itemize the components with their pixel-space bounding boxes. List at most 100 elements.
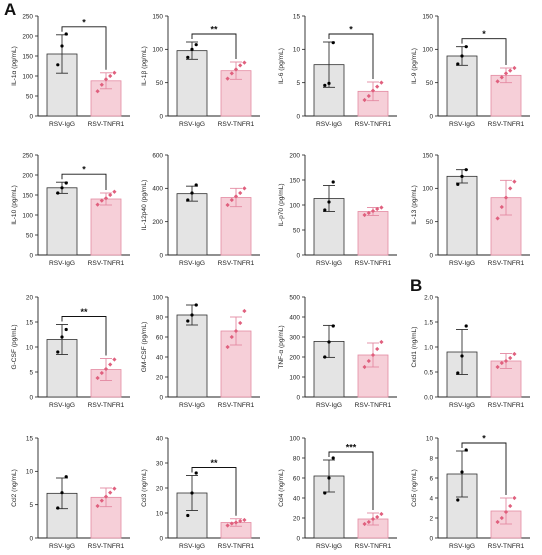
point-rsv-igg: [323, 491, 327, 495]
x-tick-label: RSV-TNFR1: [218, 121, 255, 128]
y-axis-label: Ccl3 (ng/mL): [141, 469, 148, 507]
y-tick-label: 200: [22, 33, 33, 40]
point-rsv-igg: [460, 470, 464, 474]
point-rsv-tnfr1: [233, 520, 239, 525]
bar-rsv-igg: [446, 175, 478, 256]
point-rsv-igg: [323, 208, 327, 212]
y-tick-label: 10: [426, 435, 434, 442]
chart-9: 0 5 10 15 20 G-CSF (pg/mL) RSV-IgG RSV-TNFR1 **: [11, 294, 130, 409]
point-rsv-igg: [186, 55, 190, 59]
chart-7: 0 50 100 150 200 IL-p70 (pg/mL) RSV-IgG RSV-TNF…: [278, 152, 397, 267]
y-tick-label: 30: [156, 460, 164, 467]
chart-13: 0 5 10 15 Ccl2 (ng/mL) RSV-IgG RSV-TNFR1: [11, 435, 130, 550]
point-rsv-igg: [64, 475, 68, 479]
point-rsv-igg: [464, 45, 468, 49]
y-tick-label: 400: [289, 314, 300, 321]
point-rsv-igg: [56, 350, 60, 354]
point-rsv-tnfr1: [242, 308, 247, 314]
point-rsv-tnfr1: [508, 355, 513, 361]
significance-marker: **: [210, 25, 218, 35]
point-rsv-igg: [323, 83, 327, 87]
x-tick-label: RSV-TNFR1: [355, 402, 392, 409]
point-rsv-tnfr1: [503, 71, 509, 76]
y-tick-label: 20: [26, 294, 34, 301]
x-tick-label: RSV-IgG: [316, 543, 342, 550]
y-tick-label: 0: [429, 535, 433, 542]
y-axis-label: IL-1α (pg/mL): [11, 46, 18, 86]
chart-12: 0.0 0.5 1.0 1.5 2.0 Cxcl1 (ng/mL) RSV-IgG RSV-T…: [411, 294, 530, 409]
y-tick-label: 50: [426, 219, 434, 226]
point-rsv-tnfr1: [233, 328, 239, 334]
point-rsv-igg: [460, 354, 464, 358]
y-tick-label: 100: [422, 47, 433, 54]
significance-bracket: [61, 173, 107, 190]
y-tick-label: 0: [29, 535, 33, 542]
y-tick-label: 50: [156, 80, 164, 87]
x-tick-label: RSV-IgG: [316, 121, 342, 128]
y-tick-label: 200: [289, 152, 300, 159]
x-tick-label: RSV-IgG: [316, 260, 342, 267]
chart-11: 0 100 200 300 400 500 TNF-α (pg/mL) RSV-IgG RSV-…: [278, 294, 397, 409]
x-tick-label: RSV-IgG: [49, 402, 75, 409]
y-tick-label: 5: [29, 369, 33, 376]
y-axis-label: IL-12p40 (pg/mL): [141, 180, 148, 231]
point-rsv-tnfr1: [242, 517, 247, 523]
y-tick-label: 20: [293, 515, 301, 522]
y-tick-label: 10: [26, 344, 34, 351]
point-rsv-tnfr1: [225, 202, 230, 208]
significance-bracket: [191, 33, 237, 59]
point-rsv-tnfr1: [108, 192, 113, 198]
point-rsv-igg: [60, 186, 64, 190]
point-rsv-igg: [464, 168, 468, 172]
point-rsv-igg: [456, 371, 460, 375]
panel-label-b: B: [410, 276, 423, 295]
point-rsv-igg: [327, 340, 331, 344]
x-tick-label: RSV-TNFR1: [488, 121, 525, 128]
point-rsv-tnfr1: [233, 67, 239, 72]
point-rsv-igg: [331, 180, 335, 184]
bar-rsv-igg: [176, 193, 208, 256]
point-rsv-tnfr1: [508, 186, 513, 191]
y-tick-label: 0: [296, 394, 300, 401]
chart-16: 0 2 4 6 8 10 Ccl5 (ng/mL) RSV-IgG RSV-TNFR1 *: [411, 434, 530, 550]
y-tick-label: 80: [156, 314, 164, 321]
y-tick-label: 0.5: [424, 369, 433, 376]
y-tick-label: 50: [293, 227, 301, 234]
significance-bracket: [461, 38, 507, 65]
y-tick-label: 0: [429, 252, 433, 259]
y-tick-label: 2.0: [424, 294, 433, 301]
point-rsv-igg: [60, 335, 64, 339]
chart-15: 0 20 40 60 80 100 Ccl4 (ng/mL) RSV-IgG RSV-TNFR1…: [278, 435, 397, 550]
point-rsv-igg: [190, 47, 194, 51]
point-rsv-tnfr1: [508, 68, 513, 73]
y-tick-label: 60: [156, 334, 164, 341]
x-tick-label: RSV-IgG: [316, 402, 342, 409]
y-tick-label: 8: [429, 455, 433, 462]
y-tick-label: 0: [159, 113, 163, 120]
point-rsv-tnfr1: [99, 82, 104, 87]
bar-rsv-tnfr1: [490, 510, 522, 539]
point-rsv-tnfr1: [375, 206, 380, 212]
point-rsv-tnfr1: [375, 84, 380, 89]
y-axis-label: IL-13 (pg/mL): [411, 185, 418, 225]
point-rsv-igg: [190, 491, 194, 495]
y-tick-label: 150: [22, 192, 33, 199]
y-tick-label: 10: [156, 510, 164, 517]
point-rsv-igg: [186, 198, 190, 202]
y-axis-label: Ccl4 (ng/mL): [278, 469, 285, 507]
y-tick-label: 5: [29, 502, 33, 509]
point-rsv-tnfr1: [512, 65, 517, 71]
point-rsv-igg: [194, 303, 198, 307]
point-rsv-tnfr1: [229, 334, 234, 340]
x-tick-label: RSV-TNFR1: [355, 543, 392, 550]
point-rsv-tnfr1: [112, 357, 117, 362]
significance-marker: **: [80, 307, 88, 317]
y-tick-label: 0: [296, 113, 300, 120]
y-tick-label: 0: [296, 535, 300, 542]
point-rsv-tnfr1: [108, 362, 113, 367]
x-tick-label: RSV-IgG: [49, 260, 75, 267]
point-rsv-igg: [331, 41, 335, 45]
y-tick-label: 0.0: [424, 394, 433, 401]
chart-4: 0 50 100 150 IL-9 (pg/mL) RSV-IgG RSV-TNFR1 *: [411, 13, 530, 128]
